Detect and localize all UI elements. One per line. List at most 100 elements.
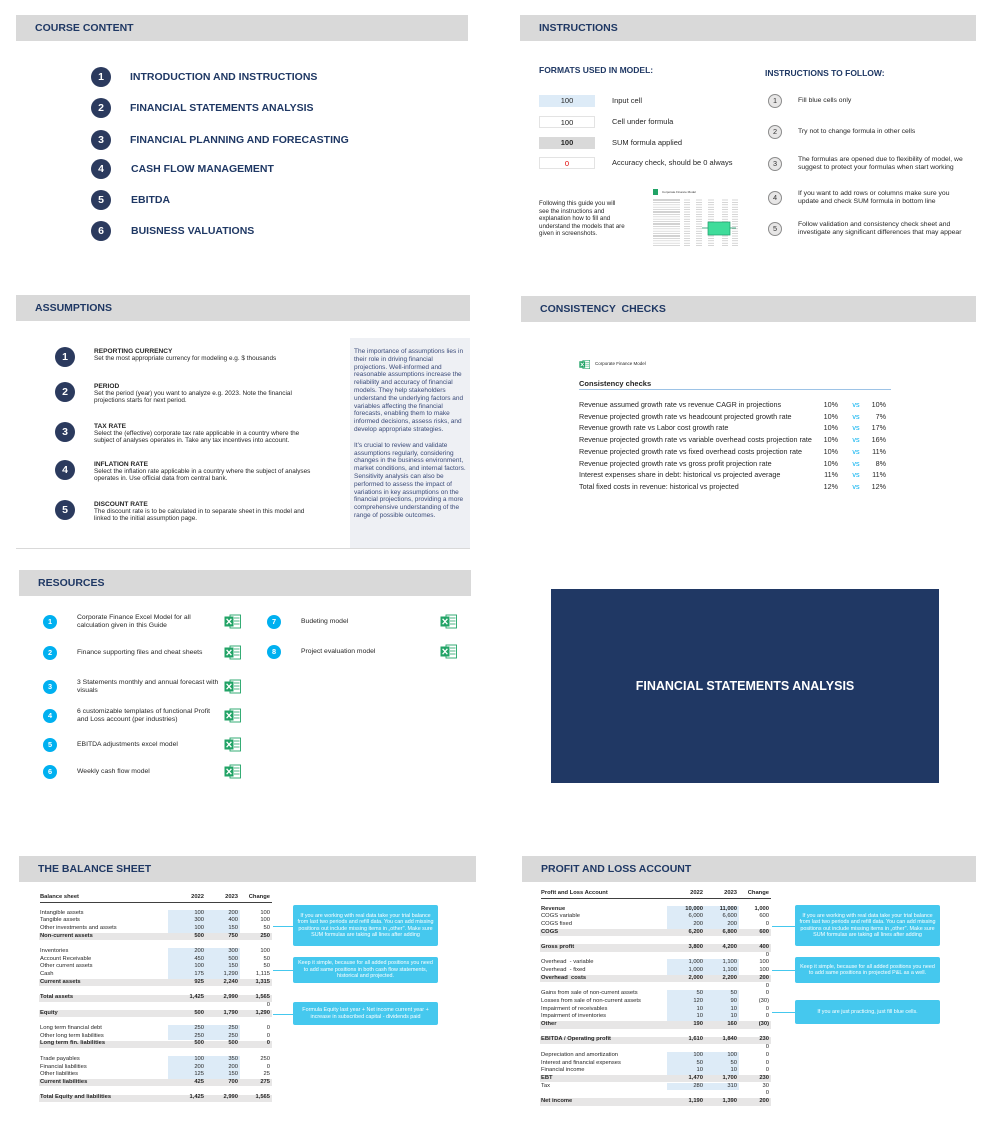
- row-value: 400: [228, 917, 238, 924]
- number-badge: 2: [55, 382, 75, 402]
- row-label: Gross profit: [541, 944, 575, 951]
- row-value: 400: [759, 944, 769, 951]
- format-label: SUM formula applied: [612, 138, 683, 147]
- assumption-text: Select the (effective) corporate tax rat…: [94, 430, 300, 445]
- section-title: INSTRUCTIONS: [539, 22, 618, 34]
- row-value: 90: [730, 997, 737, 1004]
- number-badge: 1: [43, 615, 57, 629]
- assumption-text: Set the most appropriate currency for mo…: [94, 355, 277, 362]
- row-value: 1,290: [223, 971, 238, 978]
- icon-x: [226, 649, 232, 656]
- number-badge: 4: [43, 709, 57, 723]
- assumption-title: TAX RATE: [94, 423, 126, 430]
- total-row: [540, 1036, 771, 1044]
- row-label: EBITDA / Operating profit: [541, 1036, 611, 1043]
- row-value: (30): [758, 1021, 769, 1028]
- number-badge: 2: [43, 646, 57, 660]
- model-name: Corporate Finance Model: [595, 361, 646, 366]
- icon-x: [442, 618, 448, 625]
- format-cell: 100: [539, 95, 595, 107]
- row-value: 6,200: [688, 928, 703, 935]
- row-value: 50: [730, 1059, 737, 1066]
- check-label: Total fixed costs in revenue: historical…: [579, 481, 739, 491]
- row-value: 4,200: [722, 944, 737, 951]
- check-value: 11%: [872, 446, 886, 456]
- section-title: RESOURCES: [38, 577, 105, 589]
- row-label: Tax: [541, 1082, 551, 1089]
- check-value: 10%: [823, 423, 838, 433]
- row-value: 0: [266, 1040, 270, 1047]
- total-row: [540, 975, 771, 983]
- row-label: COGS fixed: [541, 920, 572, 927]
- section-title: THE BALANCE SHEET: [38, 863, 152, 875]
- section-header: INSTRUCTIONS: [520, 15, 976, 41]
- input-cells: [168, 955, 240, 964]
- row-value: 1,565: [255, 994, 270, 1001]
- check-value: 10%: [823, 435, 838, 445]
- number-badge: 1: [55, 347, 75, 367]
- row-label: Current assets: [40, 978, 81, 985]
- input-cells: [168, 1071, 240, 1079]
- total-row: [540, 1075, 771, 1083]
- check-value: 7%: [875, 411, 886, 421]
- thumb-title: Corporate Finance Model: [662, 190, 696, 194]
- resource-text: Budeting model: [301, 618, 349, 625]
- row-value: 200: [759, 974, 769, 981]
- row-label: Gains from sale of non-current assets: [541, 990, 638, 997]
- row-value: 200: [693, 920, 703, 927]
- input-cells: [667, 905, 739, 914]
- row-value: 10: [730, 1067, 737, 1074]
- row-label: EBT: [541, 1074, 553, 1081]
- check-value: 17%: [871, 423, 886, 433]
- row-label: Net income: [541, 1098, 573, 1105]
- row-value: 100: [194, 963, 204, 970]
- row-label: Inventories: [40, 948, 69, 955]
- row-value: 10: [730, 1005, 737, 1012]
- icon-x: [226, 712, 232, 719]
- resource-text: Weekly cash flow model: [77, 768, 150, 775]
- icon-x: [226, 618, 232, 625]
- row-value: 100: [759, 967, 769, 974]
- input-cells: [667, 959, 739, 968]
- callout: Keep it simple, because for all added po…: [795, 957, 940, 983]
- assumption-text: Set the period (year) you want to analyz…: [94, 390, 292, 405]
- row-value: 1,390: [722, 1098, 737, 1105]
- course-item: EBITDA: [131, 194, 171, 206]
- check-separator: vs: [852, 411, 860, 421]
- row-value: 0: [765, 982, 769, 989]
- row-label: Current liabilities: [40, 1078, 88, 1085]
- number-badge: 3: [768, 157, 782, 171]
- check-separator: vs: [852, 481, 860, 491]
- resource-text: Finance supporting files and cheat sheet…: [77, 649, 203, 656]
- banner-text: FINANCIAL STATEMENTS ANALYSIS: [635, 679, 855, 693]
- row-value: 6,600: [722, 913, 737, 920]
- section-header: RESOURCES: [19, 570, 471, 596]
- row-value: 2,200: [722, 974, 737, 981]
- row-value: 1,840: [722, 1036, 737, 1043]
- row-value: 0: [765, 1044, 769, 1051]
- thumb-logo: [653, 189, 658, 195]
- row-label: Impairment of receivables: [541, 1005, 608, 1012]
- total-row: [39, 932, 272, 941]
- divider: [16, 548, 470, 549]
- check-value: 12%: [823, 481, 838, 491]
- table-header-col: 2022: [191, 894, 204, 901]
- callout: If you are just practicing, just fill bl…: [795, 1000, 940, 1024]
- section-header: PROFIT AND LOSS ACCOUNT: [522, 856, 976, 882]
- row-value: 600: [759, 928, 769, 935]
- input-cells: [667, 1013, 739, 1022]
- format-label: Cell under formula: [612, 117, 674, 126]
- row-label: Intangible assets: [40, 909, 84, 916]
- section-title: ASSUMPTIONS: [35, 302, 113, 314]
- row-value: 190: [693, 1021, 703, 1028]
- input-cells: [667, 1051, 739, 1060]
- row-value: 175: [194, 971, 204, 978]
- row-value: 500: [194, 932, 204, 939]
- check-label: Revenue projected growth rate vs gross p…: [579, 458, 772, 468]
- section-header: CONSISTENCY CHECKS: [521, 296, 976, 322]
- row-label: COGS variable: [541, 913, 580, 920]
- row-value: 280: [693, 1082, 703, 1089]
- total-row: [540, 1098, 771, 1106]
- row-value: 10: [696, 1005, 703, 1012]
- row-value: 100: [260, 917, 270, 924]
